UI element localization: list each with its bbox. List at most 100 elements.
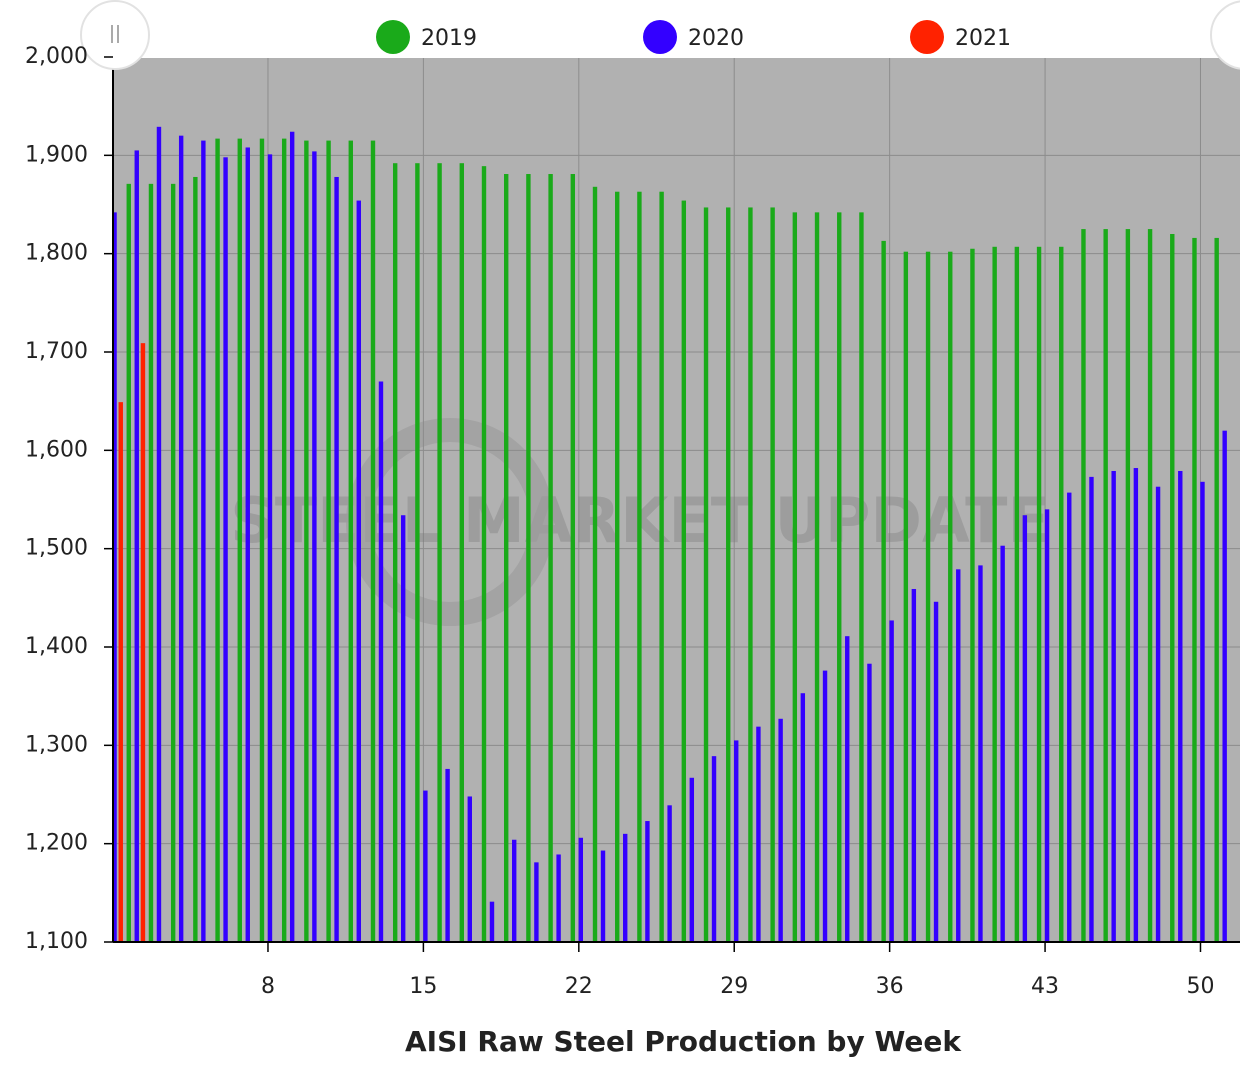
bar	[659, 191, 664, 942]
bar	[245, 147, 250, 942]
chart-title: AISI Raw Steel Production by Week	[405, 1025, 962, 1058]
bar	[370, 140, 376, 942]
bar	[911, 588, 917, 942]
legend-label: 2021	[955, 26, 1011, 51]
legend-toggle[interactable]	[80, 0, 150, 70]
bar	[1036, 246, 1042, 942]
bar	[1089, 476, 1094, 942]
bar	[1200, 481, 1205, 942]
bar	[1103, 229, 1108, 942]
bar	[1155, 486, 1161, 942]
y-tick-label: 1,900	[25, 142, 88, 167]
bar	[1192, 237, 1197, 942]
bar	[1081, 229, 1086, 942]
bar	[600, 850, 606, 942]
bar	[748, 207, 753, 942]
bar	[970, 248, 975, 942]
bar	[504, 174, 509, 942]
y-tick-label: 2,000	[25, 44, 88, 69]
bar	[134, 150, 139, 942]
plot-background	[113, 57, 1240, 942]
bar	[512, 839, 517, 942]
bar	[1022, 515, 1028, 942]
bar	[867, 663, 872, 942]
bar	[392, 163, 398, 942]
bar	[1067, 492, 1072, 942]
bar	[703, 207, 709, 942]
bar	[800, 693, 806, 942]
x-tick-label: 36	[876, 974, 904, 999]
bar	[289, 131, 295, 942]
bar	[756, 726, 761, 942]
bar	[1014, 246, 1020, 942]
bar	[178, 135, 184, 942]
legend-marker	[643, 20, 677, 54]
bar	[770, 207, 775, 942]
legend-label: 2020	[688, 26, 744, 51]
bar	[215, 138, 220, 942]
bar	[889, 620, 894, 942]
bar	[304, 140, 309, 942]
bar	[1125, 229, 1131, 942]
bar	[992, 246, 997, 942]
bar	[925, 251, 931, 942]
y-tick-label: 1,500	[25, 536, 88, 561]
bar	[933, 601, 939, 942]
bar	[837, 212, 842, 942]
bar	[881, 240, 886, 942]
bar	[978, 565, 983, 942]
bar	[667, 805, 672, 942]
bar	[415, 163, 420, 942]
bar	[1178, 470, 1183, 942]
bar	[140, 343, 146, 942]
bar	[534, 862, 539, 942]
bar	[489, 901, 495, 942]
bar	[459, 163, 464, 942]
bar	[378, 381, 384, 942]
bar	[623, 833, 628, 942]
bar	[822, 670, 828, 942]
legend-marker	[910, 20, 944, 54]
y-tick-label: 1,400	[25, 634, 88, 659]
y-tick-label: 1,300	[25, 732, 88, 757]
bar	[645, 821, 650, 942]
bar	[281, 138, 287, 942]
bar	[948, 251, 953, 942]
bar	[348, 140, 353, 942]
bar	[170, 183, 176, 942]
bar	[312, 151, 317, 942]
bar	[201, 140, 206, 942]
bar	[481, 166, 487, 942]
bar	[592, 186, 598, 942]
bar	[903, 251, 909, 942]
bar	[223, 157, 228, 942]
bar	[1222, 430, 1227, 942]
bar	[156, 126, 162, 942]
bar	[681, 200, 687, 942]
bar	[726, 207, 731, 942]
bar	[637, 191, 642, 942]
bar	[237, 138, 242, 942]
bar	[711, 756, 717, 942]
bars	[113, 126, 1227, 942]
x-tick-label: 22	[565, 974, 593, 999]
bar	[326, 140, 331, 942]
legend: 2019 2020 2021	[80, 0, 1240, 70]
legend-label: 2019	[421, 26, 477, 51]
bar	[148, 183, 154, 942]
bar	[570, 174, 576, 942]
bar	[734, 740, 739, 942]
bar	[1000, 545, 1005, 942]
x-tick-label: 50	[1186, 974, 1214, 999]
bar	[1214, 237, 1219, 942]
bar	[437, 163, 442, 942]
bar	[1147, 229, 1153, 942]
bar	[356, 200, 361, 942]
bar	[445, 768, 450, 942]
x-tick-label: 15	[409, 974, 437, 999]
bar	[845, 636, 850, 942]
bar	[467, 796, 472, 942]
legend-scroll[interactable]	[1210, 0, 1240, 70]
bar	[556, 854, 561, 942]
